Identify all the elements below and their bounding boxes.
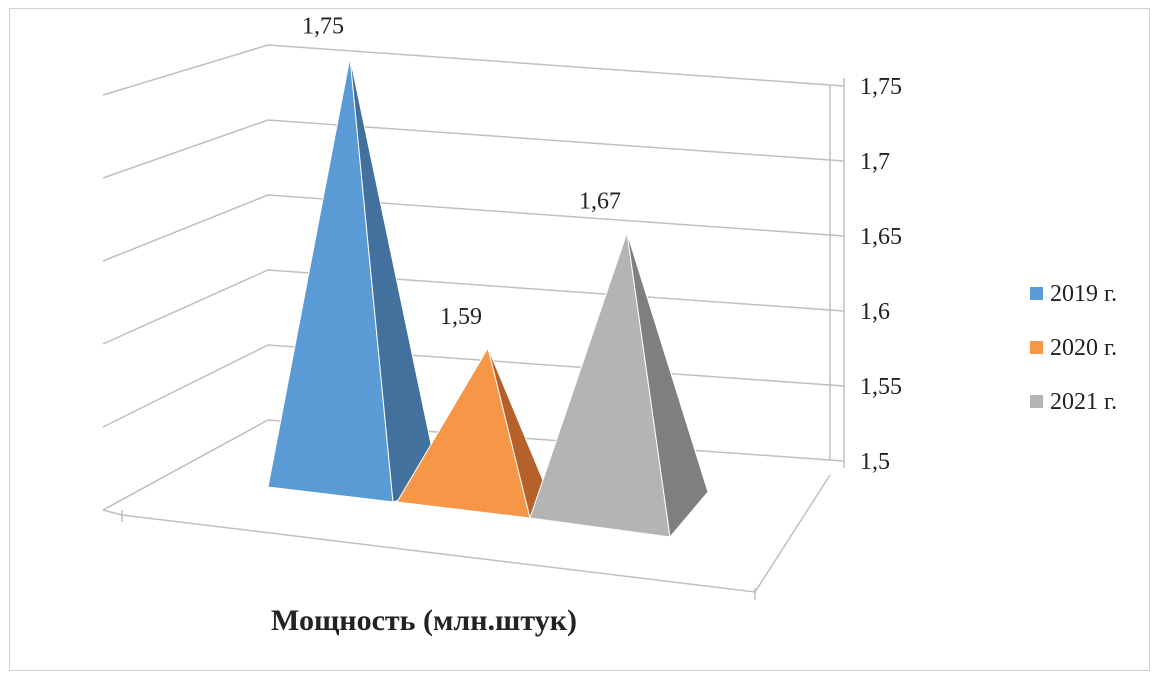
gridline [102,119,845,179]
chart-frame [9,8,1150,671]
floor-edge [102,474,831,593]
y-tick-label: 1,6 [860,299,890,325]
legend-label: 2019 г. [1050,281,1117,307]
data-label: 1,67 [579,189,621,215]
legend-label: 2020 г. [1050,335,1117,361]
legend-label: 2021 г. [1050,389,1117,415]
y-tick-label: 1,65 [860,224,902,250]
y-axis-tick-labels: 1,5 1,55 1,6 1,65 1,7 1,75 [860,74,902,475]
legend-swatch [1030,287,1043,300]
gridline [102,344,845,428]
legend-swatch [1030,395,1043,408]
y-tick-label: 1,5 [860,449,890,475]
y-tick-label: 1,55 [860,374,902,400]
chart-title: Мощность (млн.штук) [271,604,577,637]
legend: 2019 г. 2020 г. 2021 г. [1030,281,1117,415]
data-label: 1,59 [440,304,482,330]
pyramid-side-face [626,232,709,539]
gridline [102,269,845,345]
gridline [102,44,845,96]
gridline [102,419,845,511]
y-tick-label: 1,75 [860,74,902,100]
legend-swatch [1030,341,1043,354]
data-labels: 1,75 1,59 1,67 [302,14,621,330]
pyramid-series [267,57,709,539]
chart-floor [102,474,831,600]
gridlines [102,44,845,511]
gridline [102,194,845,262]
data-label: 1,75 [302,14,344,40]
y-tick-label: 1,7 [860,149,890,175]
